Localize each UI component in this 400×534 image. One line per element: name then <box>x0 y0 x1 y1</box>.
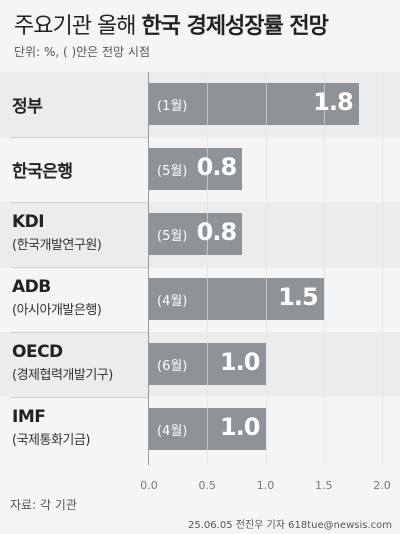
category-label: IMF (국제통화기금) <box>12 407 142 448</box>
forecast-month-label: (4월) <box>157 294 188 309</box>
bar-value-label: 1.5 <box>278 283 319 311</box>
bar: (6월) 1.0 <box>149 343 266 385</box>
category-name: OECD <box>12 342 63 362</box>
bar-value-label: 1.0 <box>219 348 261 376</box>
category-label: OECD (경제협력개발기구) <box>12 342 142 383</box>
bar-divider <box>265 278 267 320</box>
title-part1: 주요기관 올해 <box>14 14 142 39</box>
x-tick-label: 0.0 <box>140 479 158 492</box>
bar-divider <box>207 148 209 190</box>
category-subname: (경제협력개발기구) <box>12 368 113 383</box>
x-tick-label: 2.0 <box>373 479 391 492</box>
category-label: ADB (아시아개발은행) <box>12 277 142 318</box>
bar-value-label: 1.8 <box>313 88 354 116</box>
bar-divider <box>207 408 209 450</box>
bar: (1월) 1.8 <box>149 83 359 125</box>
bar: (4월) 1.0 <box>149 408 266 450</box>
category-label: KDI (한국개발연구원) <box>12 212 142 253</box>
category-subname: (한국개발연구원) <box>12 238 102 253</box>
grid-line <box>323 72 325 465</box>
bar: (5월) 0.8 <box>149 213 243 255</box>
row-separator <box>10 202 148 203</box>
forecast-month-label: (5월) <box>157 229 188 244</box>
x-tick-label: 1.0 <box>256 479 275 492</box>
category-subname: (국제통화기금) <box>12 433 90 448</box>
row-separator <box>10 397 148 398</box>
y-axis-line <box>148 72 149 465</box>
bar-value-label: 0.8 <box>196 218 238 246</box>
grid-line <box>382 72 383 465</box>
grid-line <box>265 72 267 465</box>
unit-note: 단위: %, ( )안은 전망 시점 <box>14 45 151 59</box>
forecast-month-label: (5월) <box>157 164 188 179</box>
row-separator <box>10 267 148 268</box>
forecast-month-label: (4월) <box>157 424 188 439</box>
bar-value-label: 0.8 <box>196 153 238 181</box>
bar: (5월) 0.8 <box>149 148 243 190</box>
bar-divider <box>207 213 209 255</box>
bar-divider <box>207 278 209 320</box>
category-name: ADB <box>12 277 51 297</box>
title-part2: 한국 경제성장률 전망 <box>141 14 328 39</box>
bar-value-label: 1.0 <box>219 413 261 441</box>
chart-title: 주요기관 올해 한국 경제성장률 전망 <box>14 8 329 40</box>
category-name: KDI <box>12 212 45 232</box>
x-tick-label: 0.5 <box>198 479 217 492</box>
category-name: 한국은행 <box>12 162 73 182</box>
bar-divider <box>323 83 325 125</box>
row-separator <box>10 137 148 138</box>
bar-divider <box>207 83 209 125</box>
row-separator <box>10 332 148 333</box>
category-name: IMF <box>12 407 46 427</box>
source-note: 자료: 각 기관 <box>10 498 77 512</box>
category-subname: (아시아개발은행) <box>12 303 102 318</box>
x-tick-label: 1.5 <box>315 479 333 492</box>
bar-divider <box>207 343 209 385</box>
grid-line <box>207 72 209 465</box>
category-name: 정부 <box>12 97 43 117</box>
forecast-month-label: (1월) <box>157 99 188 114</box>
bar: (4월) 1.5 <box>149 278 324 320</box>
category-label: 한국은행 <box>12 157 142 182</box>
bar-divider <box>265 83 267 125</box>
credit-line: 25.06.05 전진우 기자 618tue@newsis.com <box>188 520 392 531</box>
forecast-month-label: (6월) <box>157 359 188 374</box>
category-label: 정부 <box>12 92 142 117</box>
